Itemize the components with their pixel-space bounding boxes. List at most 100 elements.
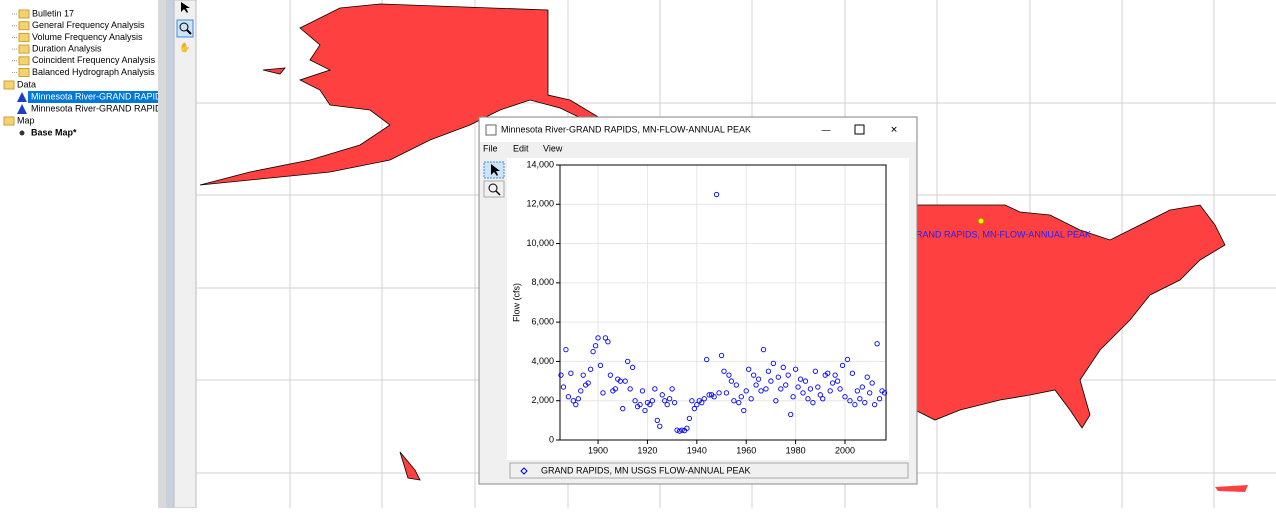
data-point [558,372,564,378]
data-point [743,388,749,394]
data-point [659,392,665,398]
data-point [812,368,819,374]
data-point [738,394,744,400]
data-icon [17,92,27,102]
data-point [607,372,614,378]
data-point [676,428,683,434]
data-point [620,405,626,412]
zoom-icon [179,22,189,32]
data-point [625,358,631,365]
data-point [699,400,705,406]
x-tick-label: 1940 [687,445,707,455]
data-point [706,392,712,398]
data-point [795,384,801,390]
data-point [844,356,851,363]
data-point [600,390,606,396]
tree-item[interactable]: Duration Analysis [32,43,102,53]
data-point [827,388,833,394]
data-point [657,423,663,429]
close-button[interactable]: ✕ [890,124,898,134]
zoom-icon [186,29,192,35]
tree-item[interactable]: General Frequency Analysis [32,20,145,30]
menu-item[interactable]: File [483,143,498,153]
data-point [580,372,586,378]
tree-panel [0,0,158,508]
data-point [864,374,870,380]
data-point [721,368,727,374]
legend-box [509,462,909,479]
tree-item[interactable]: Volume Frequency Analysis [32,32,143,42]
data-point [750,372,757,378]
gage-marker[interactable] [977,217,985,225]
zoom-tool[interactable] [176,19,194,38]
data-point [773,398,779,404]
folder-icon [3,116,15,126]
alaska [199,3,602,186]
data-point [842,394,848,400]
menu-item[interactable]: View [543,143,563,153]
data-point [649,398,656,404]
y-tick-label: 10,000 [526,238,554,248]
folder-icon [18,68,30,77]
tree-item[interactable]: Minnesota River-GRAND RAPID [31,103,162,113]
tree-item[interactable]: Balanced Hydrograph Analysis [32,67,155,77]
data-point [810,400,816,406]
data-point [662,398,668,404]
x-tick-label: 2000 [835,445,855,455]
data-point [778,386,784,392]
data-point [802,378,809,384]
data-point [691,405,698,412]
data-point [733,382,739,388]
data-point [560,384,567,390]
data-point [578,388,584,394]
data-point [568,370,574,376]
select-icon [491,164,500,176]
data-icon [17,104,27,114]
data-point [748,396,754,402]
plot-frame [559,164,887,441]
data-point [585,380,591,386]
data-point [755,376,762,382]
data-point [674,427,680,433]
tree-item[interactable]: Minnesota River-GRAND RAPID [31,91,162,101]
zoom-tool[interactable] [483,180,505,198]
data-point [825,370,831,376]
pan-tool[interactable] [177,40,193,56]
tree-item[interactable]: Bulletin 17 [32,8,74,18]
tree-item[interactable]: Base Map* [31,127,77,137]
y-axis-label: Flow (cfs) [511,283,521,322]
data-point [775,374,781,380]
y-tick-label: 4,000 [531,356,554,366]
data-point [669,386,675,392]
data-point [704,356,710,363]
data-point [849,370,856,376]
x-tick-label: 1980 [786,445,806,455]
data-point [671,400,678,406]
tree-folder: Map [17,115,35,125]
menu-item[interactable]: Edit [513,143,529,153]
data-point [807,386,814,392]
pointer-tool[interactable] [181,2,190,13]
menu-bar: File Edit View [483,143,563,153]
data-point [654,417,660,424]
data-point [617,378,623,384]
tree-item[interactable]: Coincident Frequency Analysis [32,55,156,65]
x-tick-label: 1960 [736,445,756,455]
data-point [627,386,633,392]
data-point [830,380,836,386]
data-point [785,372,791,378]
islands [262,67,421,481]
data-point [753,382,759,388]
gage-label: GRAND RAPIDS, MN-FLOW-ANNUAL PEAK [909,229,1091,239]
data-point [718,352,725,359]
data-point [790,394,796,400]
data-point [642,407,648,414]
y-tick-label: 2,000 [531,395,554,405]
minimize-button[interactable]: — [822,124,831,134]
data-point [647,401,653,408]
data-point [652,386,658,392]
folder-icon [18,9,30,19]
maximize-button[interactable] [854,124,865,135]
map-toolbar [173,0,197,509]
data-point [731,398,737,404]
